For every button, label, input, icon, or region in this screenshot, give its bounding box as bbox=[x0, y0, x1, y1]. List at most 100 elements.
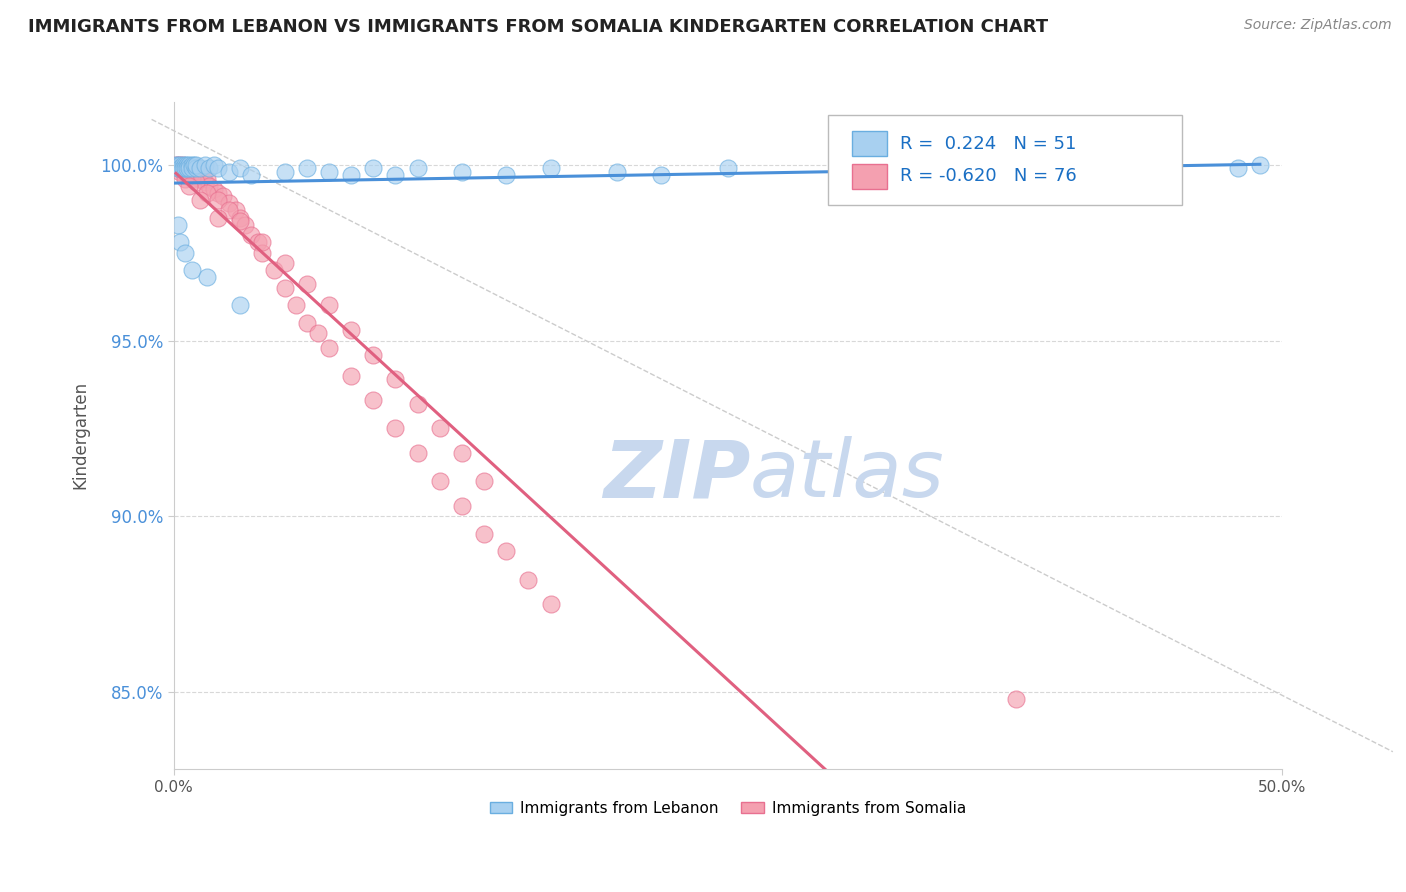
Point bbox=[606, 165, 628, 179]
Point bbox=[194, 175, 217, 189]
Point bbox=[472, 526, 495, 541]
Point bbox=[202, 182, 225, 196]
Point bbox=[184, 175, 207, 189]
Legend: Immigrants from Lebanon, Immigrants from Somalia: Immigrants from Lebanon, Immigrants from… bbox=[484, 795, 973, 822]
Point bbox=[172, 161, 194, 176]
Point bbox=[173, 245, 195, 260]
Point bbox=[361, 161, 384, 176]
Point bbox=[176, 161, 198, 176]
Point bbox=[179, 165, 201, 179]
Point bbox=[451, 499, 474, 513]
Point bbox=[190, 171, 212, 186]
Point bbox=[173, 158, 195, 172]
Point bbox=[246, 235, 269, 249]
Point bbox=[406, 397, 429, 411]
Point bbox=[318, 341, 340, 355]
Point bbox=[1115, 165, 1137, 179]
Point bbox=[180, 171, 202, 186]
Point bbox=[225, 203, 247, 218]
Point bbox=[318, 298, 340, 312]
Text: IMMIGRANTS FROM LEBANON VS IMMIGRANTS FROM SOMALIA KINDERGARTEN CORRELATION CHAR: IMMIGRANTS FROM LEBANON VS IMMIGRANTS FR… bbox=[28, 18, 1049, 36]
Point bbox=[495, 169, 517, 183]
Point bbox=[179, 178, 201, 193]
Point bbox=[233, 218, 256, 232]
Point bbox=[240, 169, 263, 183]
Point bbox=[165, 158, 187, 172]
Point bbox=[252, 235, 274, 249]
Point bbox=[176, 169, 198, 183]
Point bbox=[190, 193, 212, 207]
Point bbox=[273, 281, 295, 295]
Point bbox=[180, 161, 202, 176]
Text: ZIP: ZIP bbox=[603, 436, 749, 515]
Point bbox=[176, 165, 198, 179]
Point bbox=[295, 277, 318, 292]
Point bbox=[169, 235, 191, 249]
Point bbox=[229, 211, 252, 225]
Point bbox=[207, 193, 229, 207]
Point bbox=[318, 165, 340, 179]
Point bbox=[295, 161, 318, 176]
Point bbox=[828, 165, 851, 179]
Point bbox=[190, 161, 212, 176]
Point bbox=[1226, 161, 1249, 176]
Point bbox=[173, 171, 195, 186]
Text: R = -0.620   N = 76: R = -0.620 N = 76 bbox=[900, 168, 1077, 186]
Point bbox=[1005, 692, 1028, 706]
Point bbox=[938, 169, 960, 183]
Point bbox=[384, 372, 406, 386]
Point bbox=[195, 171, 218, 186]
Point bbox=[195, 186, 218, 200]
Point bbox=[180, 161, 202, 176]
Point bbox=[384, 169, 406, 183]
Point bbox=[167, 161, 190, 176]
Point bbox=[198, 178, 221, 193]
Point bbox=[169, 165, 191, 179]
Point bbox=[517, 573, 540, 587]
Point bbox=[451, 165, 474, 179]
Text: Source: ZipAtlas.com: Source: ZipAtlas.com bbox=[1244, 18, 1392, 32]
Point bbox=[176, 161, 198, 176]
Point bbox=[176, 158, 198, 172]
Point bbox=[187, 165, 209, 179]
FancyBboxPatch shape bbox=[852, 131, 887, 156]
Point bbox=[183, 169, 205, 183]
Point bbox=[252, 245, 274, 260]
Point bbox=[340, 169, 363, 183]
Point bbox=[167, 161, 190, 176]
Point bbox=[184, 161, 207, 176]
Point bbox=[180, 169, 202, 183]
Point bbox=[429, 421, 451, 435]
Point bbox=[406, 446, 429, 460]
Point bbox=[717, 161, 740, 176]
Point bbox=[167, 158, 190, 172]
Point bbox=[540, 161, 562, 176]
Point bbox=[273, 256, 295, 270]
Point bbox=[172, 165, 194, 179]
Point bbox=[172, 161, 194, 176]
Point bbox=[191, 169, 214, 183]
Point bbox=[384, 421, 406, 435]
Point bbox=[180, 158, 202, 172]
Point bbox=[165, 158, 187, 172]
Point bbox=[218, 165, 240, 179]
Point bbox=[202, 158, 225, 172]
Point bbox=[169, 161, 191, 176]
Point bbox=[229, 161, 252, 176]
Point bbox=[495, 544, 517, 558]
FancyBboxPatch shape bbox=[852, 163, 887, 189]
Point bbox=[169, 161, 191, 176]
Point bbox=[429, 474, 451, 488]
Point bbox=[167, 158, 190, 172]
Point bbox=[183, 158, 205, 172]
Point bbox=[361, 348, 384, 362]
FancyBboxPatch shape bbox=[828, 115, 1182, 205]
Point bbox=[172, 158, 194, 172]
Point bbox=[184, 158, 207, 172]
Point bbox=[169, 158, 191, 172]
Point bbox=[207, 161, 229, 176]
Point bbox=[472, 474, 495, 488]
Y-axis label: Kindergarten: Kindergarten bbox=[72, 382, 89, 490]
Point bbox=[218, 196, 240, 211]
Point bbox=[284, 298, 307, 312]
